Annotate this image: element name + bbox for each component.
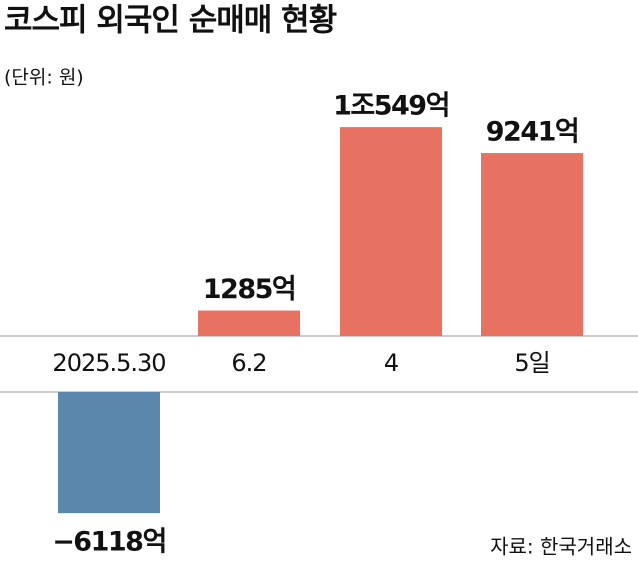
value-label: −6118억 bbox=[52, 527, 166, 558]
bar bbox=[198, 310, 300, 336]
bar bbox=[481, 153, 583, 336]
chart-subtitle: (단위: 원) bbox=[4, 67, 84, 89]
x-tick-label: 6.2 bbox=[231, 349, 266, 377]
bar bbox=[58, 392, 160, 514]
value-label: 1285억 bbox=[203, 274, 296, 305]
value-label: 9241억 bbox=[486, 117, 579, 148]
source: 자료: 한국거래소 bbox=[490, 535, 632, 559]
bar bbox=[340, 127, 442, 337]
value-label: 1조549억 bbox=[333, 91, 449, 122]
x-tick-label: 5일 bbox=[514, 349, 549, 377]
x-tick-label: 2025.5.30 bbox=[52, 349, 165, 377]
chart-title: 코스피 외국인 순매매 현황 bbox=[4, 3, 337, 39]
x-tick-label: 4 bbox=[384, 349, 398, 377]
